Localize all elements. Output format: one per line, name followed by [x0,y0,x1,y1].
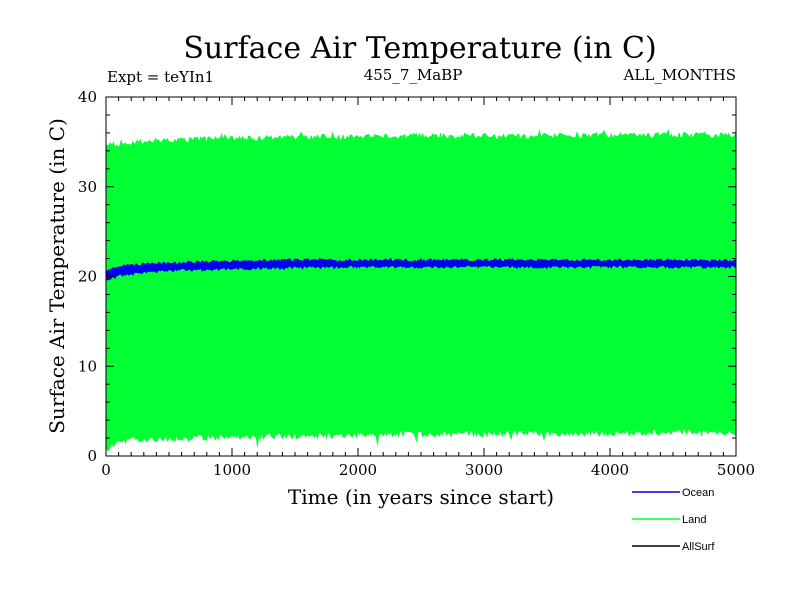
x-tick-label: 3000 [465,461,503,479]
plot-series [105,129,737,451]
legend-label-land: Land [682,514,706,526]
y-axis: 0 10 20 30 40 [78,88,736,465]
x-tick-label: 4000 [591,461,629,479]
months-label: ALL_MONTHS [623,66,736,84]
legend-label-allsurf: AllSurf [682,541,715,553]
legend-label-ocean: Ocean [682,487,714,499]
y-tick-label: 30 [78,178,97,196]
x-tick-label: 5000 [717,461,755,479]
x-axis-label: Time (in years since start) [288,485,554,509]
y-tick-label: 10 [78,357,97,375]
period-label: 455_7_MaBP [364,66,463,84]
chart-title: Surface Air Temperature (in C) [183,31,656,66]
x-tick-label: 0 [101,461,111,479]
legend: Ocean Land AllSurf [632,487,715,553]
y-axis-label: Surface Air Temperature (in C) [45,118,69,434]
series-band-land [105,129,737,451]
y-tick-label: 0 [87,447,97,465]
x-tick-label: 2000 [339,461,377,479]
x-tick-label: 1000 [213,461,251,479]
experiment-label: Expt = teYIn1 [107,68,214,86]
y-tick-label: 40 [78,88,97,106]
y-tick-label: 20 [78,268,97,286]
x-axis: 0 1000 2000 3000 4000 5000 [101,97,755,479]
